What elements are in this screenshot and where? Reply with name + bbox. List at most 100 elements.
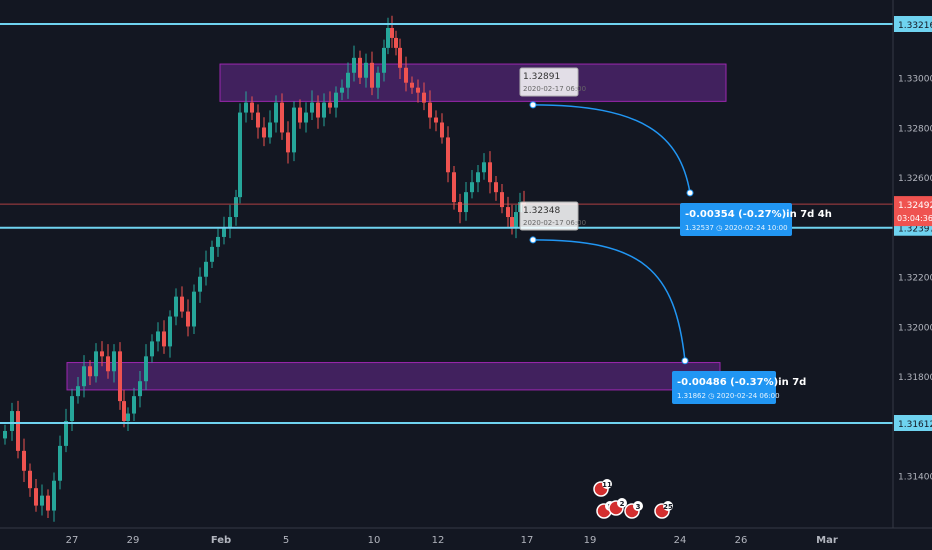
time-tick-label: 24	[674, 535, 687, 546]
candle-body	[88, 366, 92, 377]
level-price-tag[interactable]	[894, 16, 932, 32]
candle-body	[404, 67, 408, 83]
candle-body	[40, 495, 44, 506]
candle-body	[122, 401, 126, 422]
candle-body	[216, 236, 220, 247]
price-tick-label: 1.33000	[898, 75, 932, 85]
time-tick-label: 5	[283, 535, 289, 546]
candle-body	[476, 172, 480, 183]
projection-start-time: 2020-02-17 06:00	[523, 219, 586, 227]
price-axis-panel[interactable]	[893, 0, 932, 550]
projection-change: -0.00354 (-0.27%)in 7d 4h	[685, 209, 832, 220]
candle-body	[168, 316, 172, 347]
supply-demand-zone[interactable]	[66, 362, 721, 391]
supply-demand-zone[interactable]	[219, 63, 727, 102]
candle-body	[82, 366, 86, 387]
time-tick-label: 17	[521, 535, 534, 546]
candle-body	[228, 217, 232, 227]
candle-body	[398, 47, 402, 68]
level-price-text: 1.31612	[898, 420, 932, 430]
candle-body	[64, 421, 68, 446]
candle-body	[316, 102, 320, 118]
candle-body	[46, 495, 50, 511]
candle-body	[238, 112, 242, 198]
candle-body	[22, 450, 26, 471]
candle-body	[422, 92, 426, 103]
candle-body	[210, 246, 214, 262]
time-tick-label: 26	[735, 535, 748, 546]
projection-arc[interactable]	[532, 239, 686, 361]
bar-countdown-text: 03:04:36	[897, 214, 932, 223]
candle-body	[10, 411, 14, 431]
candle-body	[250, 102, 254, 113]
candle-body	[274, 102, 278, 123]
event-count-text: 2	[620, 500, 625, 508]
projection-start-point[interactable]	[529, 236, 537, 244]
candle-body	[106, 356, 110, 372]
projection-end-info: 1.32537 ◷ 2020-02-24 10:00	[685, 224, 788, 232]
candle-body	[156, 331, 160, 342]
candle-body	[352, 57, 356, 73]
time-tick-label: 19	[584, 535, 597, 546]
projection-start-time: 2020-02-17 06:00	[523, 85, 586, 93]
candle-body	[126, 413, 130, 422]
projection-start-point[interactable]	[529, 101, 537, 109]
candle-body	[370, 62, 374, 88]
candle-body	[482, 162, 486, 173]
projection-label[interactable]	[680, 203, 792, 236]
price-tick-label: 1.31800	[898, 373, 932, 383]
candle-body	[452, 172, 456, 203]
event-count-badge	[617, 498, 627, 508]
candle-body	[458, 202, 462, 213]
level-price-tag[interactable]	[894, 415, 932, 431]
candle-body	[162, 331, 166, 347]
candle-body	[52, 480, 56, 511]
projection-end-point[interactable]	[686, 189, 694, 197]
price-tick-label: 1.32600	[898, 174, 932, 184]
price-tick-label: 1.32800	[898, 124, 932, 134]
candle-body	[298, 107, 302, 123]
candle-body	[76, 386, 80, 397]
candle-body	[514, 212, 518, 227]
candle-body	[286, 132, 290, 153]
price-tick-label: 1.32000	[898, 323, 932, 333]
candle-body	[340, 87, 344, 93]
candle-body	[500, 192, 504, 208]
projection-start-price: 1.32348	[523, 206, 560, 216]
candle-body	[58, 445, 62, 481]
candle-body	[364, 62, 368, 78]
candle-body	[328, 102, 332, 108]
candle-body	[16, 411, 20, 451]
event-count-text: 11	[602, 481, 612, 489]
candle-body	[322, 102, 326, 118]
candle-body	[434, 117, 438, 123]
candle-body	[34, 488, 38, 506]
projection-arc[interactable]	[532, 104, 691, 194]
candle-body	[440, 122, 444, 138]
time-tick-label: 27	[66, 535, 79, 546]
candle-body	[470, 182, 474, 193]
candle-body	[144, 356, 148, 382]
candle-body	[416, 87, 420, 93]
candle-body	[428, 102, 432, 118]
candle-body	[198, 276, 202, 292]
time-tick-label: 29	[127, 535, 140, 546]
candle-body	[280, 102, 284, 133]
candle-body	[346, 72, 350, 88]
event-count-badge	[663, 501, 673, 511]
candle-body	[174, 296, 178, 317]
projection-start-price: 1.32891	[523, 72, 560, 82]
projection-label[interactable]	[672, 371, 776, 404]
candle-body	[180, 296, 184, 312]
candle-body	[494, 182, 498, 193]
time-tick-label: Mar	[816, 535, 838, 546]
candle-body	[394, 37, 398, 48]
level-price-text: 1.33216	[898, 21, 932, 31]
candle-body	[186, 311, 190, 327]
price-tick-label: 1.32200	[898, 274, 932, 284]
event-count-text: 25	[663, 503, 673, 511]
projection-end-point[interactable]	[681, 357, 689, 365]
